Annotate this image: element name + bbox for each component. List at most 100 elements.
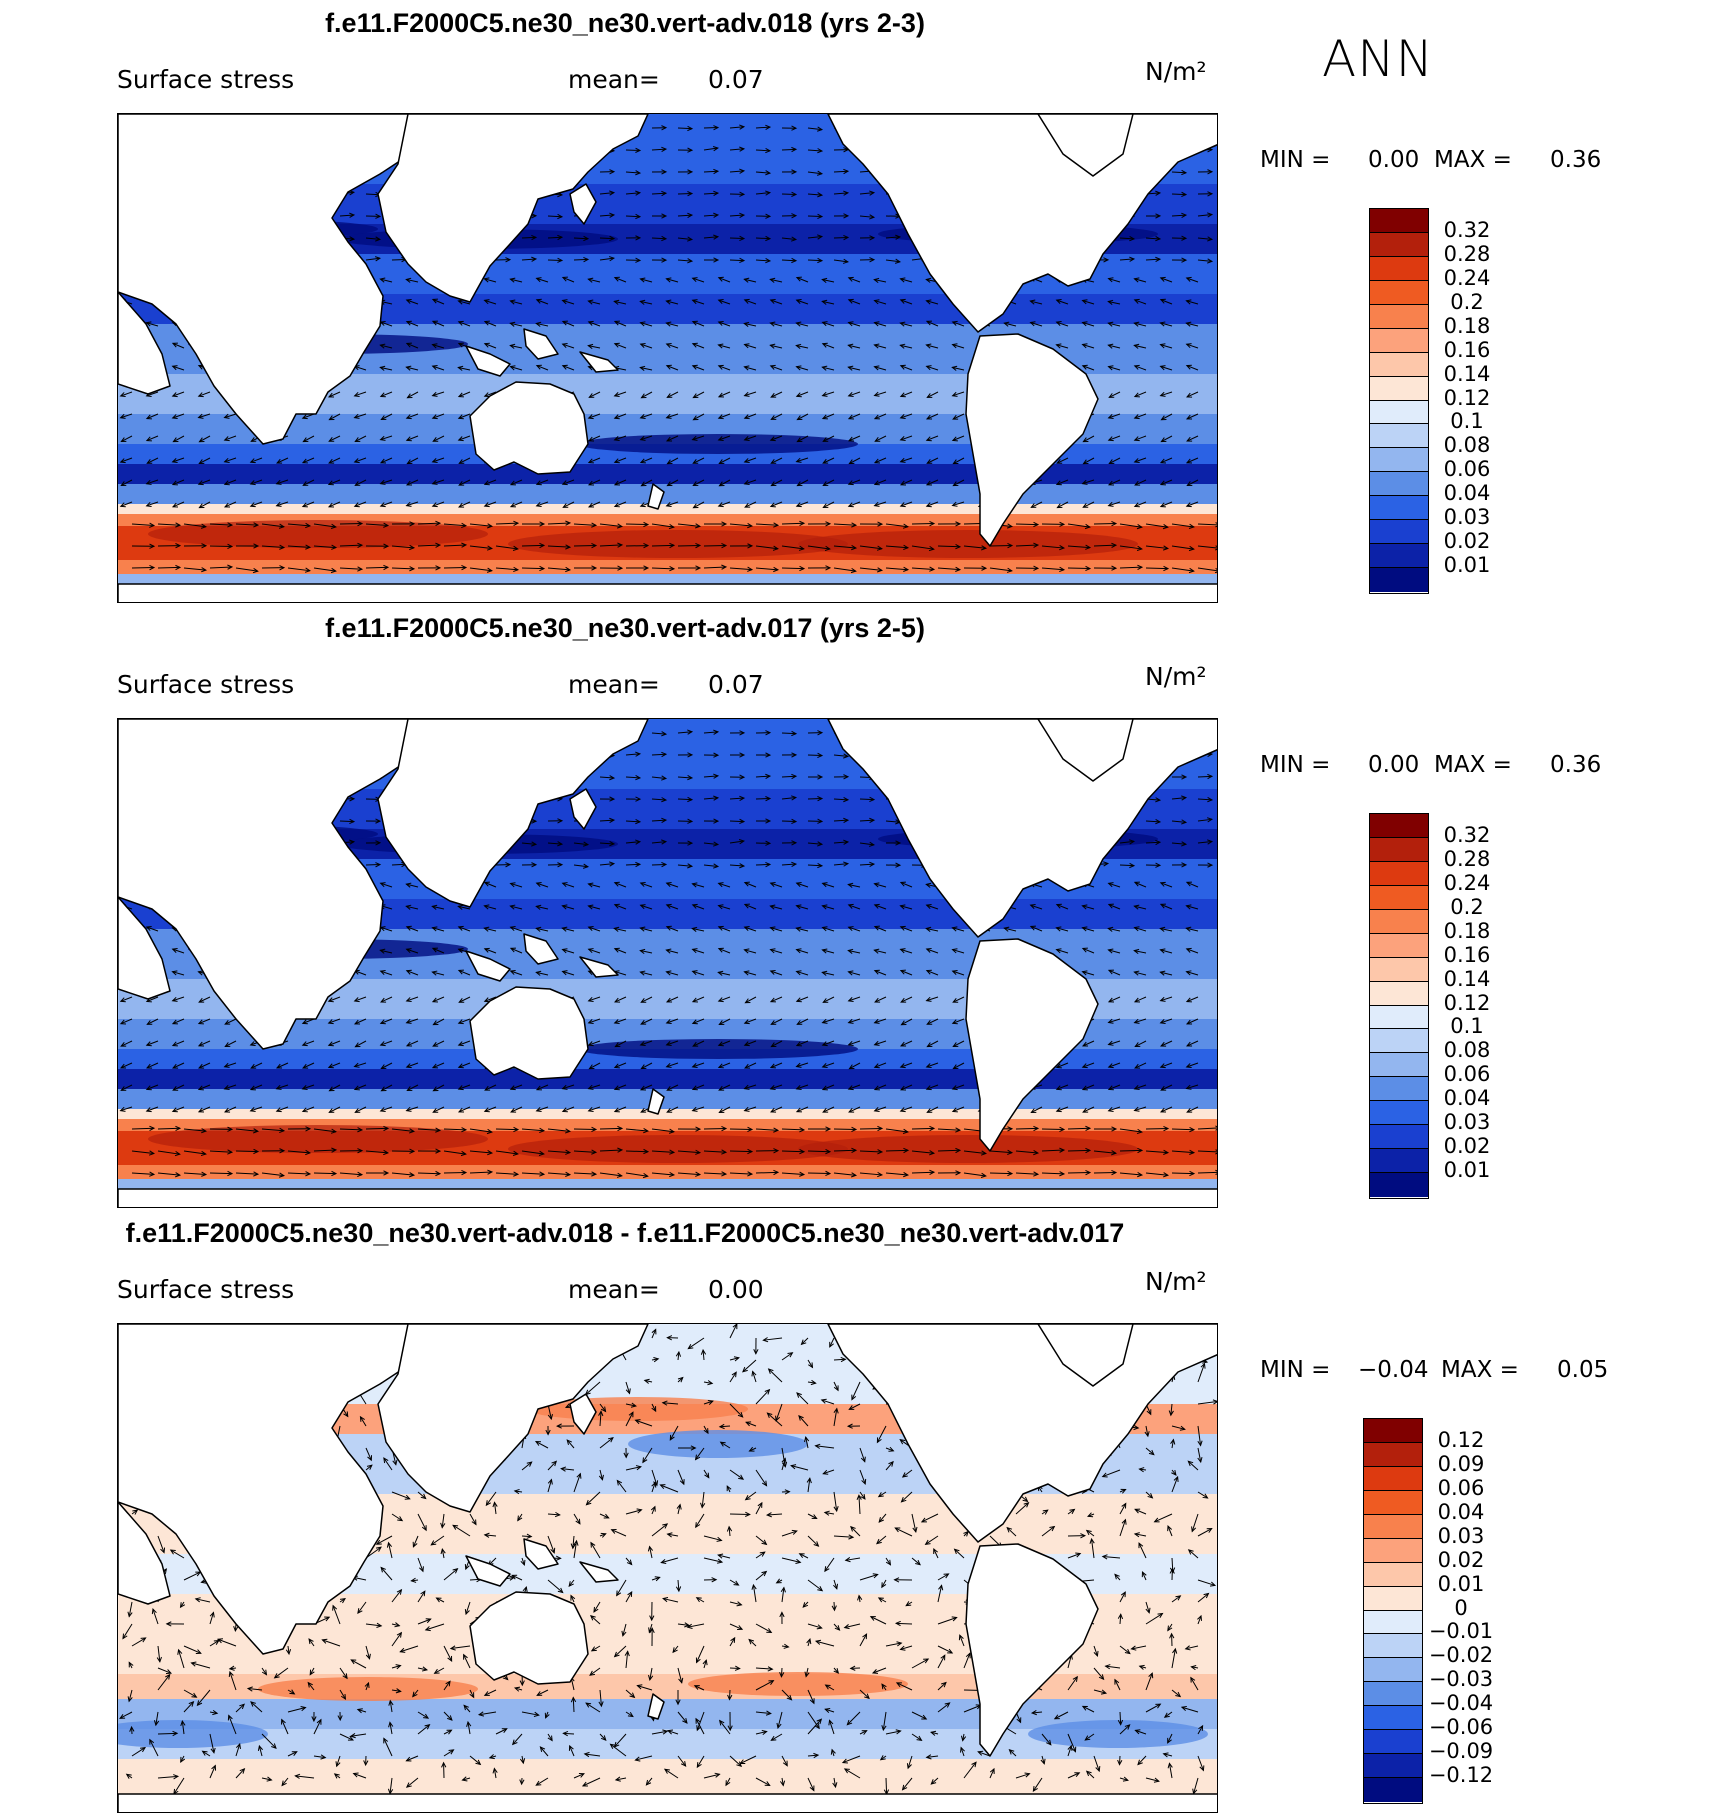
wind-arrow (782, 149, 796, 150)
panel-1-map (117, 113, 1218, 603)
wind-arrow (366, 1128, 388, 1129)
panel-3-min-label: MIN = (1260, 1357, 1330, 1383)
field-band (118, 1759, 1218, 1794)
colorbar-swatch (1370, 353, 1428, 377)
panel-2-min-label: MIN = (1260, 752, 1330, 778)
wind-arrow (444, 1172, 466, 1173)
wind-arrow (522, 568, 544, 569)
field-anomaly (1028, 1720, 1208, 1748)
wind-arrow (600, 238, 614, 239)
wind-arrow (1120, 865, 1134, 866)
field-band (118, 1165, 1218, 1179)
colorbar-swatch (1370, 233, 1428, 257)
wind-arrow (756, 238, 770, 239)
panel-1-min-label: MIN = (1260, 147, 1330, 173)
panel-2-max-value: 0.36 (1550, 752, 1601, 778)
colorbar-swatch (1370, 281, 1428, 305)
colorbar-swatch (1370, 257, 1428, 281)
wind-arrow (912, 1128, 934, 1129)
field-jet (578, 434, 858, 454)
wind-arrow (574, 259, 588, 260)
wind-arrow (158, 567, 180, 568)
panel-3-max-label: MAX = (1441, 1357, 1519, 1383)
panel-3-min-value: −0.04 (1358, 1357, 1428, 1383)
wind-arrow (808, 1173, 830, 1174)
wind-arrow (574, 545, 596, 546)
panel-3-mean-value: 0.00 (708, 1275, 764, 1304)
wind-arrow (236, 1151, 258, 1152)
wind-arrow (600, 1128, 622, 1129)
colorbar-swatch (1370, 1173, 1428, 1197)
panel-3-title: f.e11.F2000C5.ne30_ne30.vert-adv.018 - f… (0, 1218, 1250, 1249)
panel-2-title: f.e11.F2000C5.ne30_ne30.vert-adv.017 (yr… (0, 613, 1250, 644)
wind-arrow (1172, 194, 1186, 195)
field-band (118, 574, 1218, 584)
colorbar-swatch (1370, 305, 1428, 329)
wind-arrow (886, 1150, 908, 1151)
panel-1-min-value: 0.00 (1368, 147, 1419, 173)
colorbar-swatch (1370, 472, 1428, 496)
colorbar-swatch (1370, 862, 1428, 886)
colorbar-swatch (1370, 934, 1428, 958)
wind-arrow (340, 821, 354, 822)
wind-arrow (896, 1623, 912, 1624)
colorbar-swatch (1370, 1101, 1428, 1125)
wind-arrow (652, 864, 666, 865)
colorbar-swatch (1370, 496, 1428, 520)
wind-arrow (496, 1129, 518, 1130)
wind-arrow (782, 733, 796, 734)
panel-1-units: N/m² (1145, 57, 1207, 86)
wind-arrow (808, 755, 822, 756)
colorbar-swatch (1370, 982, 1428, 1006)
wind-arrow (782, 568, 804, 569)
field-jet (508, 530, 848, 558)
panel-2-variable: Surface stress (117, 670, 294, 699)
field-jet (508, 1135, 848, 1163)
wind-arrow (730, 1129, 752, 1130)
panel-1-title: f.e11.F2000C5.ne30_ne30.vert-adv.018 (yr… (0, 8, 1250, 39)
panel-1-max-label: MAX = (1434, 147, 1512, 173)
field-band (118, 1089, 1218, 1109)
colorbar-swatch (1370, 544, 1428, 568)
field-band (118, 1069, 1218, 1089)
panel-1-mean-value: 0.07 (708, 65, 764, 94)
panel-1-colorbar (1369, 208, 1429, 594)
wind-arrow (808, 216, 822, 217)
panel-3-units: N/m² (1145, 1267, 1207, 1296)
wind-arrow (132, 567, 154, 568)
wind-arrow (418, 1173, 440, 1174)
panel-3-mean-label: mean= (568, 1275, 660, 1304)
wind-arrow (522, 237, 536, 238)
panel-3-map (117, 1323, 1218, 1813)
wind-arrow (210, 546, 232, 547)
colorbar-swatch (1370, 1149, 1428, 1173)
wind-arrow (860, 799, 874, 800)
field-band (118, 484, 1218, 504)
panel-2-max-label: MAX = (1434, 752, 1512, 778)
field-jet (578, 1039, 858, 1059)
panel-1-variable: Surface stress (117, 65, 294, 94)
wind-arrow (158, 1128, 180, 1129)
colorbar-swatch (1370, 520, 1428, 544)
colorbar-swatch (1370, 329, 1428, 353)
wind-arrow (366, 567, 388, 568)
field-jet (798, 530, 1138, 558)
panel-2-min-value: 0.00 (1368, 752, 1419, 778)
colorbar-swatch (1370, 424, 1428, 448)
wind-arrow (522, 545, 544, 546)
field-band (118, 1179, 1218, 1189)
colorbar-swatch (1370, 1125, 1428, 1149)
wind-arrow (782, 821, 796, 822)
coastline (118, 584, 1218, 603)
wind-arrow (392, 259, 406, 260)
wind-arrow (678, 193, 692, 194)
wind-arrow (1016, 1128, 1038, 1129)
panel-3-max-value: 0.05 (1557, 1357, 1608, 1383)
panel-2-mean-label: mean= (568, 670, 660, 699)
wind-arrow (860, 1128, 882, 1129)
field-anomaly (628, 1430, 808, 1458)
wind-arrow (1016, 524, 1038, 525)
panel-2-map (117, 718, 1218, 1208)
colorbar-swatch (1370, 1077, 1428, 1101)
wind-arrow (756, 864, 770, 865)
